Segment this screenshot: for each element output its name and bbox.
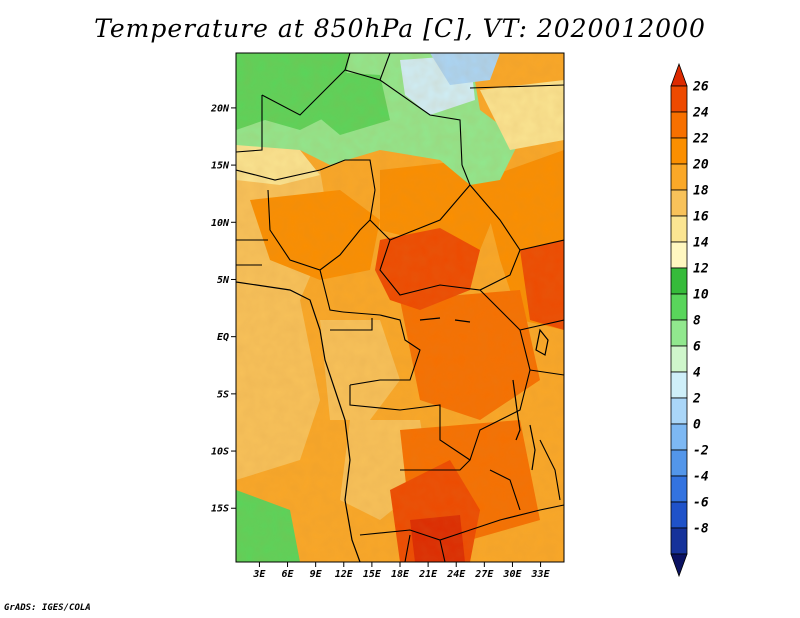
colorbar-top-triangle (670, 62, 688, 87)
colorbar-label: -8 (693, 522, 709, 537)
lat-tick-label: 15N (211, 161, 230, 172)
colorbar-bottom-triangle (670, 553, 688, 578)
colorbar-swatch (670, 163, 688, 191)
colorbar-swatch (670, 449, 688, 477)
colorbar-swatch (670, 397, 688, 425)
lat-tick-label: 20N (210, 103, 230, 114)
map-title: Temperature at 850hPa [C], VT: 202001200… (94, 14, 706, 43)
longitude-axis: 3E 6E 9E 12E 15E 18E 21E 24E 27E 30E 33E (252, 562, 551, 580)
lon-tick-label: 6E (282, 569, 295, 580)
temperature-field (236, 53, 564, 562)
colorbar-label: 12 (693, 262, 709, 277)
lat-tick-label: 10S (211, 447, 229, 458)
colorbar-label: -6 (693, 496, 709, 511)
lon-tick-label: 15E (363, 569, 382, 580)
colorbar-label: -2 (693, 444, 709, 459)
lat-tick-label: 10N (211, 218, 230, 229)
colorbar-label: 6 (693, 340, 701, 355)
lat-tick-label: 15S (211, 504, 229, 515)
lat-tick-label: 5S (217, 389, 229, 400)
colorbar-label: 20 (692, 158, 709, 173)
colorbar-label: 16 (693, 210, 709, 225)
colorbar-swatch (670, 319, 688, 347)
latitude-axis: 20N 15N 10N 5N EQ 5S 10S 15S (210, 103, 236, 515)
colorbar-label: 26 (692, 80, 709, 95)
colorbar-label: 14 (693, 236, 709, 251)
colorbar-label: 10 (693, 288, 709, 303)
colorbar-swatch (670, 371, 688, 399)
colorbar-swatch (670, 267, 688, 295)
colorbar-label: 18 (693, 184, 709, 199)
colorbar-label: 22 (692, 132, 709, 147)
colorbar-swatch (670, 111, 688, 139)
colorbar-label: 2 (692, 392, 701, 407)
lon-tick-label: 12E (335, 569, 354, 580)
colorbar-swatch (670, 241, 688, 269)
lon-tick-label: 9E (310, 569, 323, 580)
lon-tick-label: 18E (391, 569, 410, 580)
colorbar-label: 4 (693, 366, 701, 381)
lon-tick-label: 3E (252, 569, 266, 580)
coastline (236, 281, 361, 562)
colorbar-swatch (670, 527, 688, 555)
field-texture (236, 53, 564, 562)
lon-tick-label: 27E (474, 569, 494, 580)
lon-tick-label: 21E (418, 569, 438, 580)
colorbar-label: 0 (693, 418, 701, 433)
colorbar-label: -4 (693, 470, 709, 485)
colorbar-swatch (670, 293, 688, 321)
colorbar-swatch (670, 345, 688, 373)
country-borders (236, 53, 564, 562)
colorbar-label: 24 (692, 106, 709, 121)
colorbar-label: 8 (693, 314, 701, 329)
colorbar-swatch (670, 137, 688, 165)
lon-tick-label: 33E (531, 569, 551, 580)
colorbar-swatch (670, 215, 688, 243)
colorbar-swatch (670, 189, 688, 217)
colorbar-swatch (670, 85, 688, 113)
colorbar-swatch (670, 501, 688, 529)
colorbar-swatch (670, 423, 688, 451)
grads-credit: GrADS: IGES/COLA (4, 603, 91, 613)
lat-tick-label: EQ (217, 332, 229, 343)
lat-tick-label: 5N (217, 275, 230, 286)
lon-tick-label: 30E (502, 569, 522, 580)
colorbar-swatch (670, 475, 688, 503)
lon-tick-label: 24E (446, 569, 466, 580)
lake-outlines (419, 317, 549, 471)
